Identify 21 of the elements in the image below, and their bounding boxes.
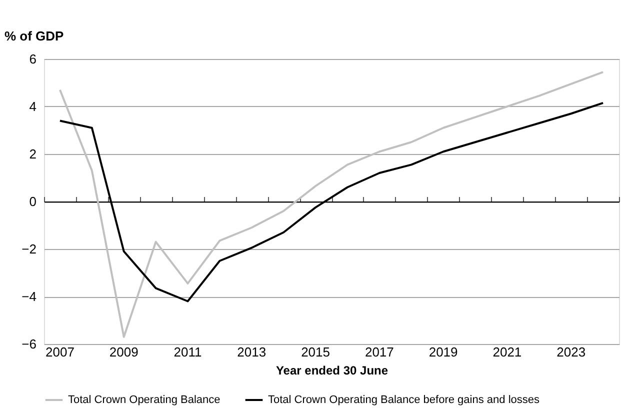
legend-label: Total Crown Operating Balance [68, 394, 220, 406]
x-tick-label: 2023 [556, 344, 586, 360]
y-tick-label: 0 [29, 194, 36, 209]
x-tick-label: 2011 [174, 344, 202, 360]
x-tick-label: 2019 [428, 344, 458, 360]
x-tick-label: 2009 [109, 344, 138, 360]
legend-label: Total Crown Operating Balance before gains and losses [268, 394, 540, 406]
y-tick-label: −6 [22, 336, 36, 352]
x-tick-label: 2017 [364, 344, 394, 360]
line-series [58, 71, 604, 338]
y-tick-label: 6 [29, 52, 36, 66]
y-tick-label: 4 [29, 99, 36, 114]
x-tick-label: 2013 [237, 344, 266, 360]
x-tick-label: 2021 [492, 344, 522, 360]
x-tick-label: 2015 [301, 344, 330, 360]
x-axis-title: Year ended 30 June [276, 364, 388, 378]
y-tick-label: −4 [22, 289, 36, 304]
y-axis-title: % of GDP [4, 28, 64, 44]
x-tick-label: 2007 [46, 344, 74, 360]
y-tick-label: 2 [29, 146, 36, 162]
y-tick-label: −2 [22, 242, 36, 256]
